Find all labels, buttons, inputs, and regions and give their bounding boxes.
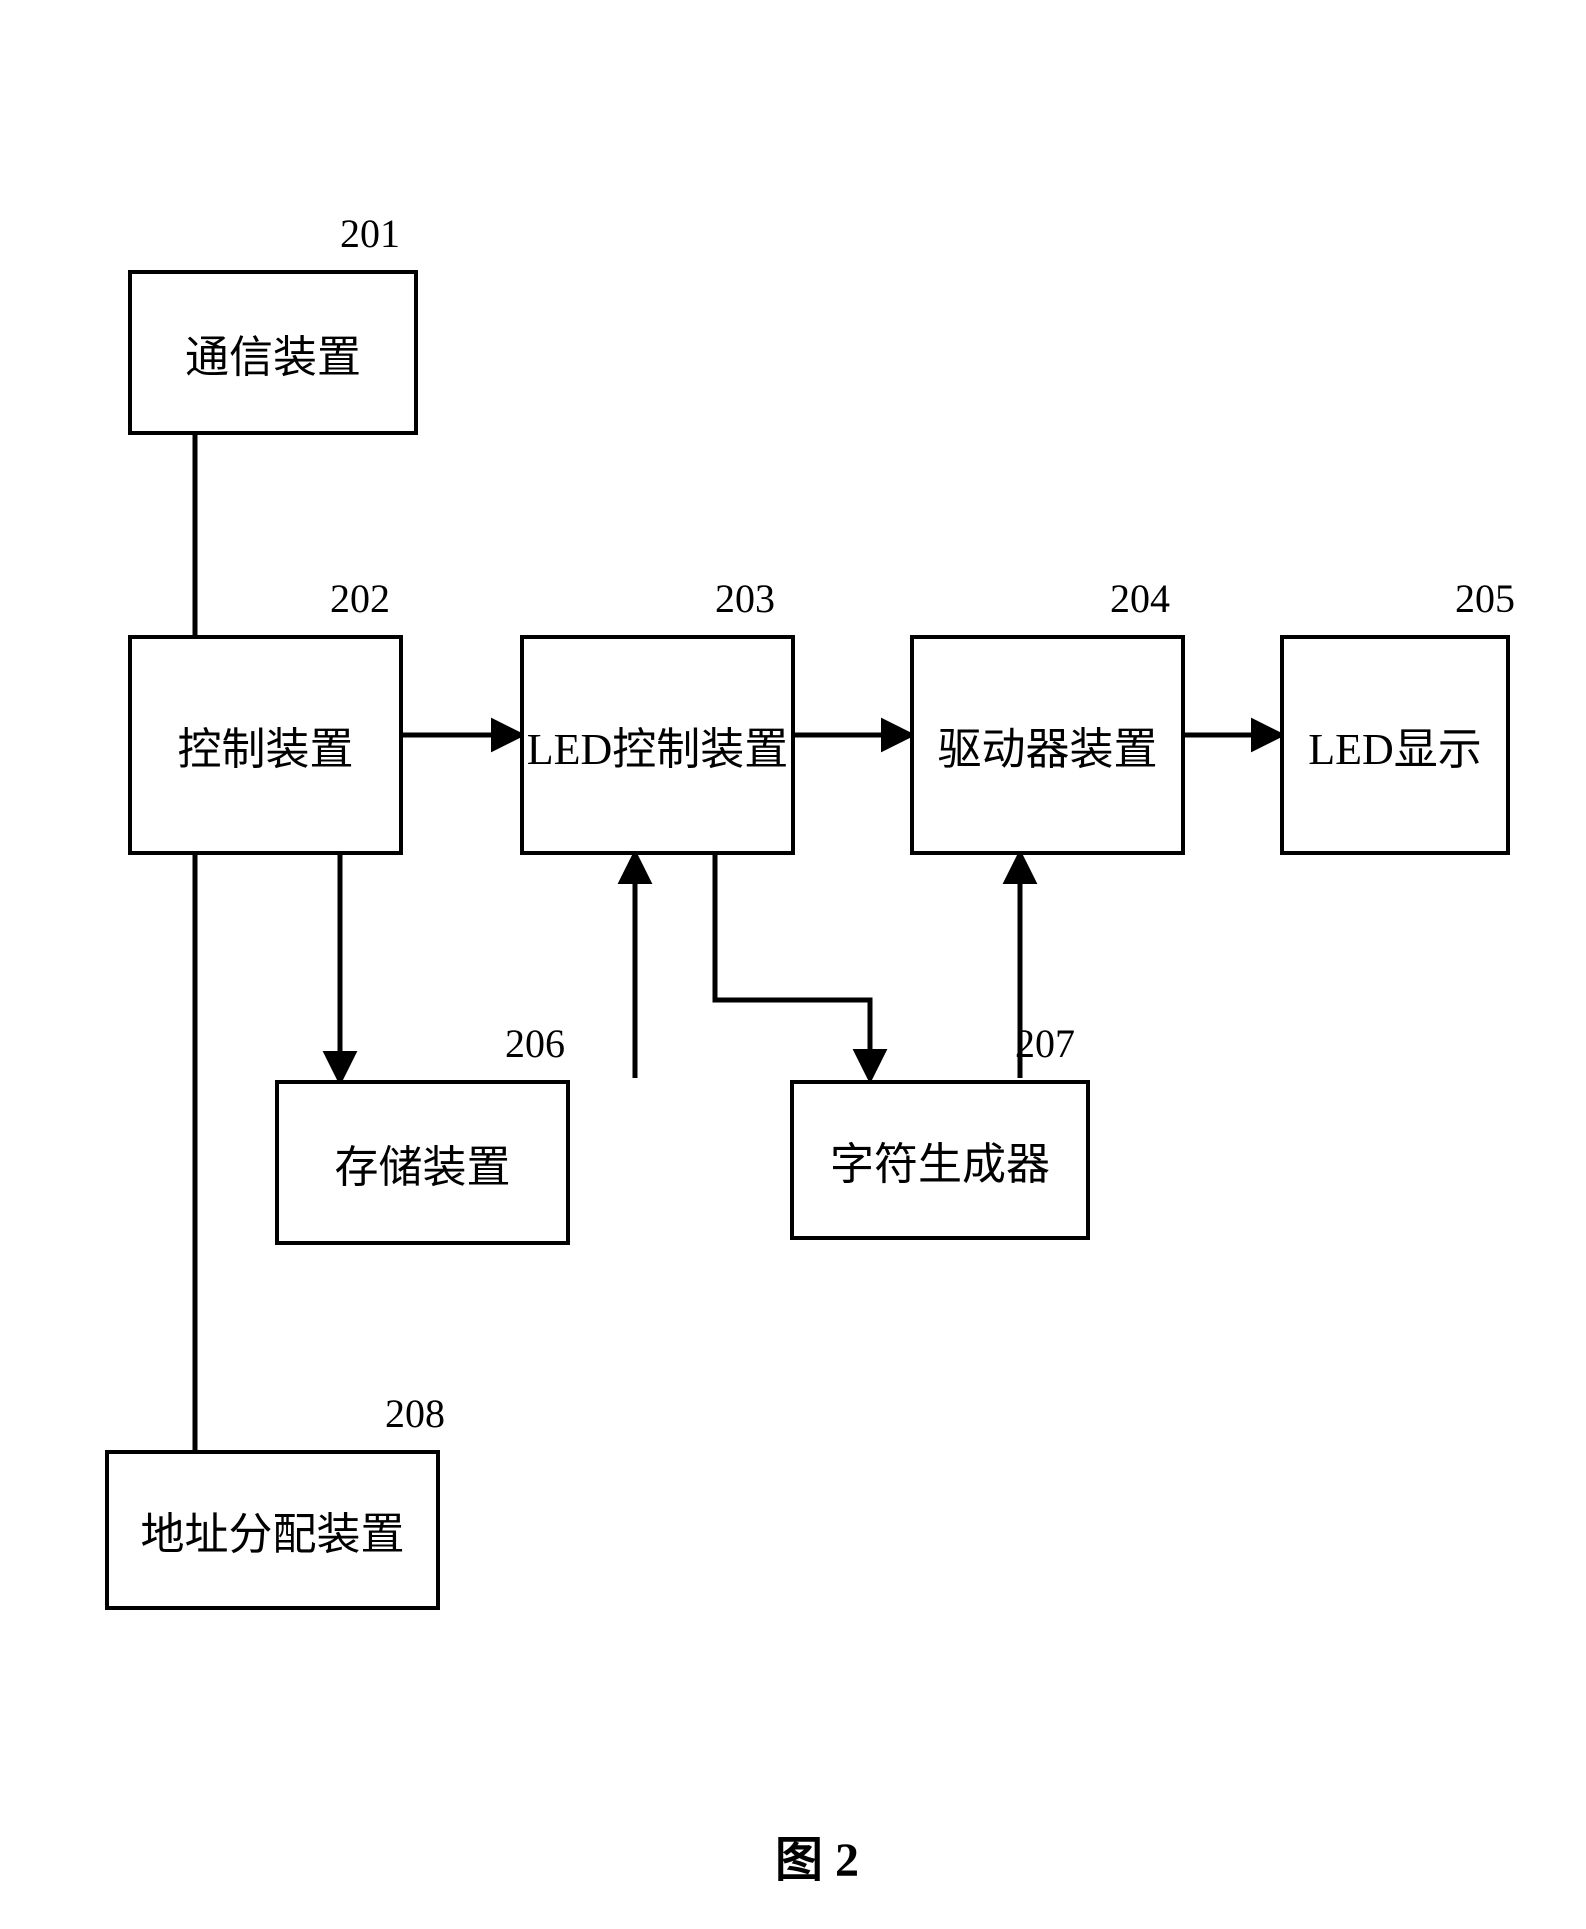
node-label: 控制装置 <box>178 713 354 777</box>
node-label: LED显示 <box>1308 713 1482 777</box>
node-label: 存储装置 <box>335 1131 511 1195</box>
node-label: LED控制装置 <box>527 713 789 777</box>
node-number: 206 <box>505 1020 565 1067</box>
node-n207: 字符生成器 <box>790 1080 1090 1240</box>
node-n203: LED控制装置 <box>520 635 795 855</box>
node-label: 地址分配装置 <box>141 1498 405 1562</box>
node-number: 202 <box>330 575 390 622</box>
node-number: 204 <box>1110 575 1170 622</box>
node-n204: 驱动器装置 <box>910 635 1185 855</box>
node-label: 驱动器装置 <box>938 713 1158 777</box>
diagram-canvas: 通信装置 201 控制装置 202 LED控制装置 203 驱动器装置 204 LED显示 205… <box>0 0 1586 1929</box>
node-n201: 通信装置 <box>128 270 418 435</box>
node-number: 201 <box>340 210 400 257</box>
node-number: 208 <box>385 1390 445 1437</box>
node-label: 字符生成器 <box>830 1128 1050 1192</box>
node-n208: 地址分配装置 <box>105 1450 440 1610</box>
node-number: 203 <box>715 575 775 622</box>
node-number: 205 <box>1455 575 1515 622</box>
node-n202: 控制装置 <box>128 635 403 855</box>
node-n206: 存储装置 <box>275 1080 570 1245</box>
node-n205: LED显示 <box>1280 635 1510 855</box>
figure-caption: 图 2 <box>775 1820 859 1890</box>
node-number: 207 <box>1015 1020 1075 1067</box>
node-label: 通信装置 <box>185 321 361 385</box>
